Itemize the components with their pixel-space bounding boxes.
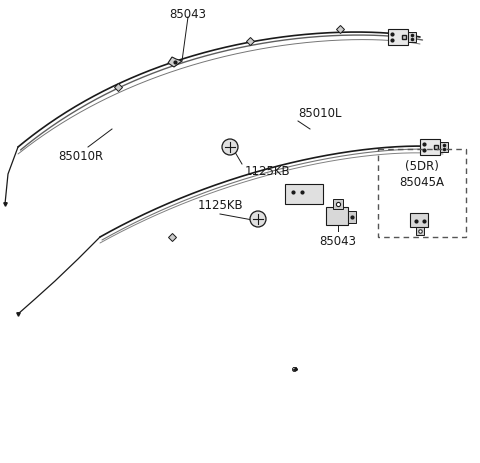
Text: 1125KB: 1125KB — [198, 199, 244, 212]
Circle shape — [250, 212, 266, 227]
Polygon shape — [294, 369, 297, 370]
Polygon shape — [296, 368, 297, 369]
Polygon shape — [168, 58, 182, 68]
Text: 85043: 85043 — [320, 234, 357, 247]
Polygon shape — [294, 368, 295, 369]
Text: 85045A: 85045A — [399, 175, 444, 188]
Circle shape — [222, 140, 238, 156]
Polygon shape — [293, 368, 294, 369]
Bar — [420, 140, 440, 156]
Bar — [416, 227, 424, 236]
Text: (5DR): (5DR) — [405, 160, 439, 173]
Text: 85010R: 85010R — [58, 150, 103, 163]
Bar — [326, 207, 348, 225]
Bar — [440, 143, 448, 153]
Bar — [348, 212, 356, 224]
Text: 85010L: 85010L — [298, 107, 341, 120]
Text: 1125KB: 1125KB — [245, 165, 290, 178]
Text: 85043: 85043 — [169, 8, 206, 21]
Bar — [388, 30, 408, 46]
Bar — [285, 185, 323, 205]
Bar — [410, 213, 428, 227]
Bar — [408, 33, 416, 43]
Polygon shape — [295, 368, 296, 369]
Bar — [378, 150, 466, 238]
Polygon shape — [294, 368, 296, 369]
Bar — [333, 200, 343, 210]
